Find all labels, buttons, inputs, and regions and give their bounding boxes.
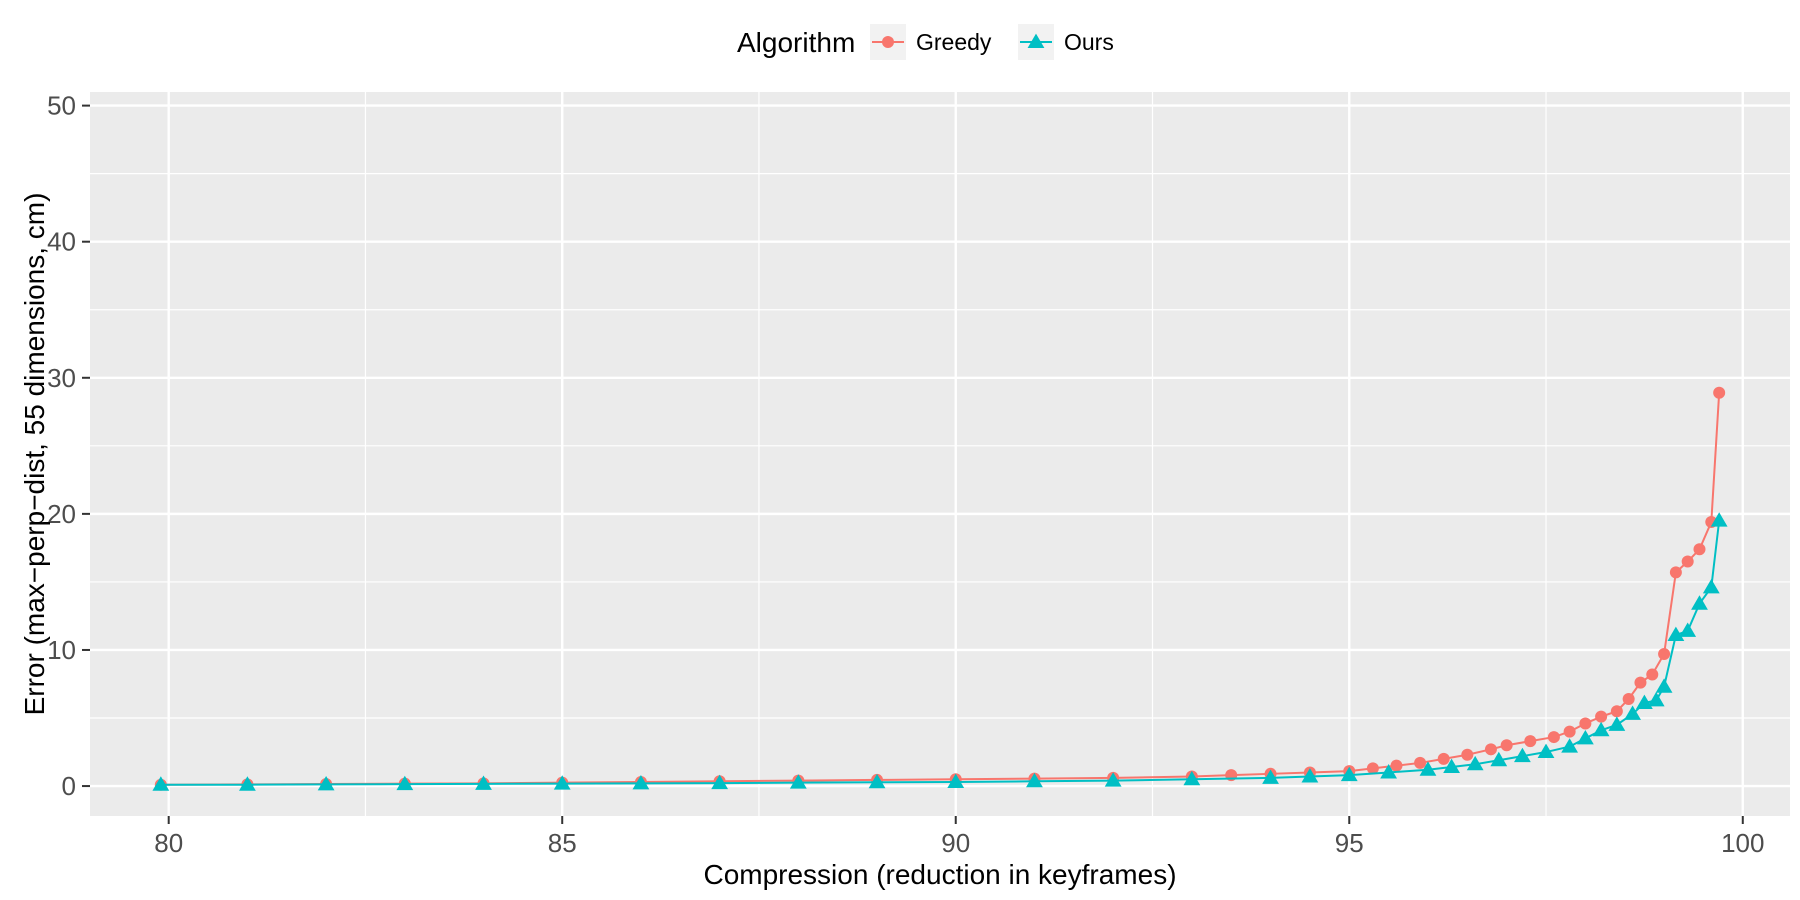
data-point [1500, 739, 1513, 752]
grid-minor [90, 92, 1790, 816]
data-point [868, 773, 886, 789]
data-point [882, 36, 894, 48]
data-point [1437, 752, 1450, 765]
data-point [475, 775, 492, 790]
data-point [553, 775, 571, 790]
series-ours [152, 512, 1728, 791]
data-point [1380, 764, 1398, 779]
data-point [1592, 721, 1610, 737]
data-point [1027, 33, 1045, 48]
data-point [1461, 748, 1474, 761]
y-tick-label: 20 [47, 499, 76, 529]
data-point [1026, 772, 1043, 788]
data-point [1466, 755, 1484, 771]
data-point [1655, 678, 1673, 693]
legend-title: Algorithm [737, 27, 855, 58]
data-point [1366, 762, 1379, 775]
data-point [1622, 692, 1635, 705]
data-point [789, 774, 807, 789]
data-point [632, 774, 650, 790]
data-point [1647, 691, 1665, 707]
y-axis: 0 10 20 30 40 50 [47, 91, 90, 801]
data-point [1340, 766, 1358, 782]
series-line [160, 392, 1721, 786]
data-point [1414, 756, 1427, 769]
legend-item: Greedy [870, 24, 992, 60]
data-point [1524, 735, 1537, 748]
data-point [711, 774, 729, 790]
data-point [1104, 772, 1122, 787]
data-point [1183, 770, 1201, 786]
x-tick-label: 95 [1335, 828, 1364, 858]
x-axis: 80 85 90 95 100 [154, 816, 1764, 858]
data-point [1262, 769, 1279, 784]
x-tick-label: 85 [548, 828, 577, 858]
data-point [1490, 751, 1508, 767]
data-point [396, 775, 414, 791]
data-point [1301, 768, 1319, 783]
legend: Algorithm Greedy Ours [737, 24, 1114, 60]
x-axis-title: Compression (reduction in keyframes) [703, 859, 1176, 890]
y-tick-label: 50 [47, 91, 76, 121]
data-point [1710, 512, 1728, 527]
x-tick-label: 80 [154, 828, 183, 858]
data-point [1595, 710, 1608, 723]
data-point [947, 773, 965, 788]
y-tick-label: 30 [47, 363, 76, 393]
data-point [1390, 759, 1403, 772]
legend-label: Greedy [916, 29, 992, 55]
data-point [1537, 743, 1555, 759]
data-point [1693, 543, 1706, 556]
data-point [1702, 578, 1720, 594]
x-tick-label: 90 [941, 828, 970, 858]
data-point [1691, 595, 1708, 610]
data-point [1667, 626, 1685, 641]
data-point [1681, 555, 1694, 568]
data-point [1419, 761, 1437, 776]
data-point [1646, 668, 1659, 681]
data-point [1443, 758, 1460, 774]
data-point [1679, 622, 1697, 637]
series-layer [152, 386, 1728, 791]
y-axis-title: Error (max−perp−dist, 55 dimensions, cm) [19, 193, 50, 716]
legend-label: Ours [1064, 29, 1114, 55]
data-point [1658, 648, 1671, 661]
data-point [239, 776, 256, 791]
legend-item: Ours [1018, 24, 1114, 60]
data-point [1484, 743, 1497, 756]
data-point [1610, 705, 1623, 718]
data-point [1561, 738, 1579, 753]
data-point [1669, 566, 1682, 579]
grid-major [90, 92, 1790, 816]
data-point [1608, 716, 1626, 731]
data-point [1579, 717, 1592, 730]
y-tick-label: 0 [62, 771, 76, 801]
plot-panel [90, 92, 1790, 816]
data-point [1713, 386, 1726, 399]
y-tick-label: 40 [47, 227, 76, 257]
data-point [152, 776, 170, 791]
x-tick-label: 100 [1721, 828, 1764, 858]
data-point [1576, 730, 1594, 745]
data-point [1563, 725, 1576, 738]
data-point [1514, 747, 1531, 763]
y-tick-label: 10 [47, 635, 76, 665]
data-point [317, 776, 335, 791]
data-point [1547, 731, 1560, 744]
data-point [1624, 705, 1641, 720]
data-point [1634, 676, 1647, 689]
